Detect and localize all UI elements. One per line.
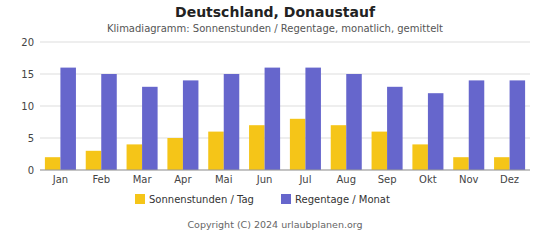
y-tick-label: 0 <box>28 165 34 176</box>
bar <box>265 68 281 170</box>
x-tick-label: Mar <box>133 174 153 185</box>
chart: Deutschland, Donaustauf Klimadiagramm: So… <box>0 0 550 240</box>
bar <box>510 80 526 170</box>
legend: Sonnenstunden / Tag Regentage / Monat <box>135 194 390 205</box>
y-tick-label: 10 <box>21 101 34 112</box>
bar <box>167 138 183 170</box>
annotation: Copyright (C) 2024 urlaubplanen.org <box>187 219 362 230</box>
x-tick-label: Jan <box>52 174 68 185</box>
title: Deutschland, Donaustauf <box>175 4 376 20</box>
bar <box>208 132 224 170</box>
x-tick-label: Nov <box>459 174 479 185</box>
x-tick-label: Okt <box>419 174 437 185</box>
bar <box>469 80 485 170</box>
x-tick-label: Jul <box>298 174 311 185</box>
grid <box>40 42 530 170</box>
bar <box>346 74 362 170</box>
bar <box>494 157 510 170</box>
legend-swatch <box>281 194 291 204</box>
x-tick-label: Apr <box>174 174 192 185</box>
bar <box>224 74 240 170</box>
y-tick-label: 15 <box>21 69 34 80</box>
bar <box>331 125 347 170</box>
legend-swatch <box>135 194 145 204</box>
x-tick-label: Dez <box>500 174 519 185</box>
bar <box>101 74 117 170</box>
x-tick-label: Sep <box>378 174 397 185</box>
bar <box>412 144 428 170</box>
bar <box>249 125 265 170</box>
bar <box>428 93 444 170</box>
x-tick-label: Jun <box>256 174 273 185</box>
bar <box>387 87 403 170</box>
y-tick-label: 5 <box>28 133 34 144</box>
legend-label: Regentage / Monat <box>295 194 390 205</box>
bar <box>45 157 61 170</box>
subtitle: Klimadiagramm: Sonnenstunden / Regentage… <box>107 23 443 34</box>
bar <box>127 144 143 170</box>
x-tick-label: Mai <box>215 174 233 185</box>
bar <box>372 132 388 170</box>
bar <box>183 80 199 170</box>
bar <box>290 119 306 170</box>
legend-label: Sonnenstunden / Tag <box>149 194 254 205</box>
bar <box>86 151 102 170</box>
bar <box>305 68 321 170</box>
bar <box>453 157 469 170</box>
y-tick-label: 20 <box>21 37 34 48</box>
grid-line <box>40 42 530 43</box>
bar <box>60 68 76 170</box>
x-tick-label: Feb <box>92 174 110 185</box>
grid-line <box>40 170 530 171</box>
x-tick-label: Aug <box>336 174 356 185</box>
bar <box>142 87 158 170</box>
plot-area <box>45 68 525 170</box>
x-axis-line <box>40 170 530 171</box>
